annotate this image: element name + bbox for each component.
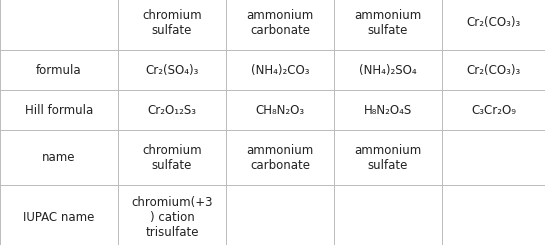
Text: IUPAC name: IUPAC name (23, 211, 95, 224)
Text: C₃Cr₂O₉: C₃Cr₂O₉ (471, 103, 516, 117)
Text: Hill formula: Hill formula (25, 103, 93, 117)
Text: ammonium
sulfate: ammonium sulfate (354, 9, 422, 37)
Text: name: name (43, 151, 76, 164)
Text: (NH₄)₂SO₄: (NH₄)₂SO₄ (359, 63, 417, 76)
Text: Cr₂(CO₃)₃: Cr₂(CO₃)₃ (467, 16, 520, 29)
Text: H₈N₂O₄S: H₈N₂O₄S (364, 103, 412, 117)
Text: Cr₂(CO₃)₃: Cr₂(CO₃)₃ (467, 63, 520, 76)
Text: chromium
sulfate: chromium sulfate (142, 144, 202, 172)
Text: ammonium
carbonate: ammonium carbonate (246, 144, 313, 172)
Text: (NH₄)₂CO₃: (NH₄)₂CO₃ (251, 63, 309, 76)
Text: chromium
sulfate: chromium sulfate (142, 9, 202, 37)
Text: ammonium
carbonate: ammonium carbonate (246, 9, 313, 37)
Text: ammonium
sulfate: ammonium sulfate (354, 144, 422, 172)
Text: Cr₂O₁₂S₃: Cr₂O₁₂S₃ (148, 103, 197, 117)
Text: CH₈N₂O₃: CH₈N₂O₃ (256, 103, 305, 117)
Text: Cr₂(SO₄)₃: Cr₂(SO₄)₃ (146, 63, 199, 76)
Text: formula: formula (36, 63, 82, 76)
Text: chromium(+3
) cation
trisulfate: chromium(+3 ) cation trisulfate (131, 196, 213, 239)
